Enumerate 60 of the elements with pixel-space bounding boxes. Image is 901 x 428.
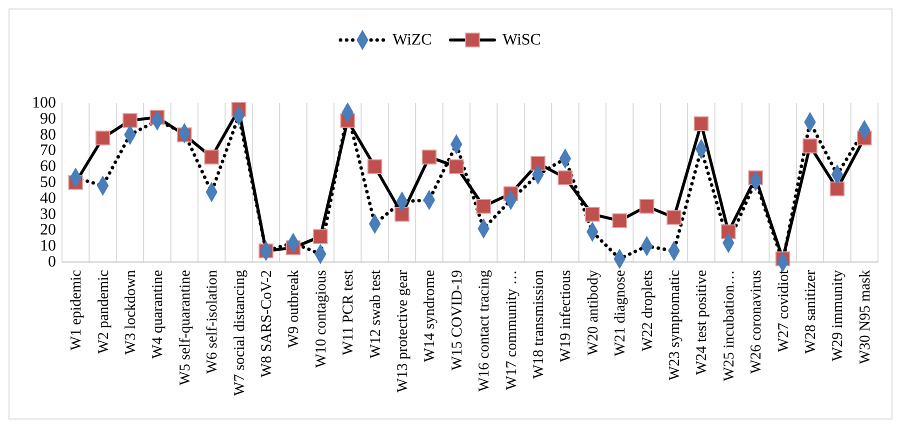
- point: [313, 229, 328, 244]
- x-tick-label: W3 lockdown: [123, 270, 139, 355]
- point: [204, 150, 219, 164]
- x-tick-label: W28 sanitizer: [803, 270, 819, 354]
- point: [476, 198, 491, 214]
- x-tick-label: W1 epidemic: [68, 270, 85, 350]
- x-tick-label: W13 protective gear: [395, 270, 411, 392]
- point: [612, 213, 627, 228]
- point: [394, 206, 410, 222]
- y-tick-label: 80: [40, 126, 56, 144]
- x-tick-label: W26 coronavirus: [748, 270, 765, 374]
- x-tick-label: W8 SARS-CoV-2: [259, 270, 275, 378]
- x-tick-label: W16 contact tracing: [476, 270, 493, 392]
- x-tick-label: W30 N95 mask: [857, 270, 874, 364]
- y-tick-label: 20: [40, 222, 56, 239]
- y-tick-label: 50: [40, 174, 56, 191]
- point: [639, 198, 654, 214]
- x-tick-label: W12 swab test: [368, 269, 384, 358]
- y-tick-label: 0: [48, 254, 56, 270]
- x-tick-label: W15 COVID-19: [449, 270, 466, 370]
- x-tick-label: W14 syndrome: [422, 270, 438, 362]
- x-tick-label: W2 pandemic: [96, 270, 112, 354]
- x-tick-label: W24 test positive: [694, 270, 710, 375]
- y-tick-label: 30: [40, 206, 56, 223]
- x-tick-label: W20 antibody: [585, 270, 602, 356]
- point: [694, 116, 709, 132]
- x-tick-label: W25 incubation…: [721, 270, 738, 382]
- legend-label: WiSC: [502, 32, 541, 48]
- legend-label: WiZC: [392, 32, 432, 48]
- x-tick-label: W11 PCR test: [340, 269, 357, 356]
- x-tick-label: W19 infectious: [558, 270, 574, 362]
- y-tick-label: 70: [40, 142, 56, 160]
- point: [802, 138, 818, 154]
- point: [122, 113, 138, 128]
- point: [666, 210, 682, 225]
- y-tick-label: 10: [40, 238, 56, 255]
- point: [422, 150, 437, 164]
- x-tick-label: W22 droplets: [640, 270, 656, 352]
- x-tick-label: W6 self-isolation: [204, 270, 221, 374]
- y-tick-label: 90: [40, 110, 56, 128]
- x-tick-label: W23 symptomatic: [667, 270, 683, 380]
- point: [95, 130, 110, 146]
- x-tick-label: W9 outbreak: [286, 270, 302, 348]
- point: [558, 170, 573, 186]
- x-tick-label: W10 contagious: [313, 270, 330, 368]
- y-tick-label: 100: [32, 94, 56, 112]
- point: [585, 206, 600, 222]
- x-tick-label: W7 social distancing: [232, 270, 248, 396]
- point: [449, 159, 464, 174]
- point: [367, 159, 382, 174]
- point: [830, 181, 845, 196]
- x-tick-label: W18 transmission: [531, 270, 547, 379]
- y-tick-label: 60: [40, 158, 56, 176]
- y-tick-label: 40: [40, 190, 56, 207]
- x-tick-label: W17 community …: [504, 270, 520, 390]
- x-tick-label: W27 covidiot: [776, 269, 792, 352]
- x-tick-label: W21 diagnose: [612, 270, 629, 356]
- x-tick-label: W5 self-quarantine: [177, 270, 194, 386]
- x-tick-label: W29 immunity: [830, 270, 846, 362]
- x-tick-label: W4 quarantine: [150, 270, 166, 359]
